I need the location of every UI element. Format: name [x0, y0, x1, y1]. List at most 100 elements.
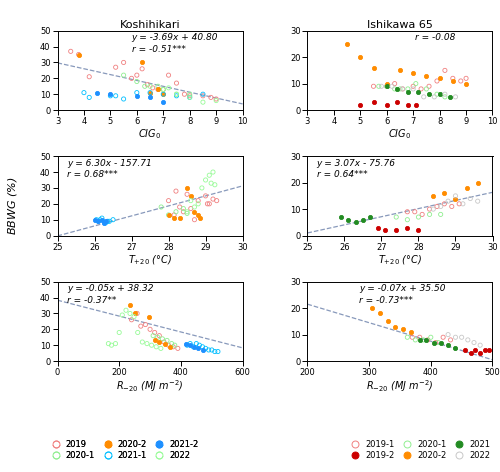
Text: y = 3.07x - 75.76: y = 3.07x - 75.76: [316, 159, 396, 168]
Point: [391, 323, 399, 330]
Point: [164, 211, 172, 219]
Text: r = -0.08: r = -0.08: [415, 33, 455, 42]
Point: [118, 311, 126, 319]
Point: [74, 51, 82, 58]
Point: [133, 78, 141, 85]
Text: r = 0.68***: r = 0.68***: [67, 170, 117, 179]
Point: [170, 341, 178, 349]
Point: [160, 91, 168, 98]
Point: [426, 205, 434, 213]
Point: [96, 216, 104, 223]
Point: [172, 79, 180, 87]
Point: [370, 98, 378, 106]
Point: [150, 337, 158, 344]
Text: y = -0.05x + 38.32: y = -0.05x + 38.32: [67, 284, 154, 293]
Point: [154, 334, 162, 341]
Point: [126, 302, 134, 309]
Point: [452, 195, 460, 202]
Point: [418, 211, 426, 218]
Point: [170, 211, 178, 219]
Point: [108, 341, 116, 349]
Point: [476, 341, 484, 349]
Point: [202, 345, 209, 352]
Point: [382, 83, 390, 90]
Point: [160, 86, 168, 93]
Point: [399, 326, 407, 333]
Point: [440, 200, 448, 208]
Point: [474, 197, 482, 205]
Point: [404, 88, 412, 95]
Point: [199, 98, 207, 106]
Point: [409, 85, 417, 93]
Point: [404, 224, 411, 231]
Point: [187, 192, 195, 200]
Point: [398, 85, 406, 93]
Point: [146, 83, 154, 90]
Point: [425, 91, 433, 98]
Point: [460, 347, 468, 354]
Point: [106, 218, 114, 225]
Point: [441, 67, 449, 74]
Text: y = 6.30x - 157.71: y = 6.30x - 157.71: [67, 159, 152, 168]
Point: [115, 329, 123, 336]
Point: [436, 91, 444, 98]
Point: [112, 63, 120, 71]
Point: [112, 340, 120, 347]
Point: [470, 339, 478, 346]
Point: [164, 84, 172, 92]
Point: [209, 195, 217, 203]
Point: [467, 349, 475, 357]
Point: [183, 208, 191, 216]
Title: Ishikawa 65: Ishikawa 65: [367, 20, 433, 30]
Point: [464, 336, 472, 344]
Point: [157, 203, 165, 211]
Point: [440, 189, 448, 197]
Point: [106, 92, 114, 100]
Point: [92, 216, 100, 223]
Point: [138, 59, 146, 66]
Point: [398, 85, 406, 93]
Point: [394, 98, 402, 106]
Point: [164, 211, 172, 219]
Point: [183, 210, 191, 217]
Point: [198, 184, 206, 192]
Point: [168, 340, 175, 347]
Point: [154, 86, 162, 93]
Text: y = -0.07x + 35.50: y = -0.07x + 35.50: [359, 284, 446, 293]
Text: r = -0.37**: r = -0.37**: [67, 296, 116, 305]
Point: [436, 211, 444, 218]
Point: [459, 200, 467, 208]
Point: [404, 334, 411, 341]
Point: [412, 80, 420, 87]
Point: [422, 85, 430, 93]
Point: [187, 205, 195, 212]
Point: [160, 86, 168, 93]
Point: [370, 83, 378, 90]
Point: [433, 77, 441, 85]
Point: [104, 340, 112, 347]
Point: [174, 345, 182, 352]
Point: [204, 200, 212, 208]
Point: [411, 208, 419, 216]
Point: [208, 346, 216, 354]
Point: [462, 75, 470, 82]
Point: [375, 83, 383, 90]
Point: [409, 83, 417, 90]
Point: [455, 200, 463, 208]
Point: [414, 88, 422, 95]
Point: [396, 67, 404, 74]
Point: [120, 95, 128, 103]
Point: [206, 200, 214, 208]
Point: [458, 334, 466, 341]
Point: [416, 334, 424, 341]
Point: [158, 335, 166, 343]
Point: [160, 91, 168, 98]
Point: [157, 345, 165, 352]
Point: [374, 224, 382, 231]
Point: [130, 313, 138, 320]
Point: [444, 341, 452, 349]
X-axis label: $T_{+20}$ (°C): $T_{+20}$ (°C): [128, 253, 172, 267]
Point: [106, 91, 114, 98]
Point: [476, 349, 484, 357]
X-axis label: $CIG_0$: $CIG_0$: [138, 127, 162, 141]
